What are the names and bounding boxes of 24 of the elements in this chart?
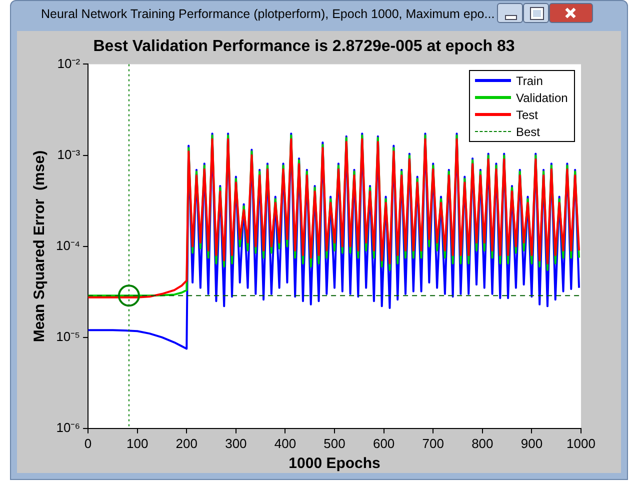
legend-label: Train: [516, 74, 543, 88]
y-tick-label: 10⁻⁴: [56, 238, 80, 253]
x-tick-label: 500: [324, 436, 346, 451]
legend-label: Test: [516, 108, 538, 122]
y-tick-label: 10⁻⁵: [56, 328, 80, 344]
y-tick-label: 10⁻³: [57, 146, 81, 162]
y-tick-label: 10⁻⁶: [56, 420, 80, 435]
legend-label: Validation: [516, 90, 568, 105]
x-tick-label: 300: [225, 436, 247, 451]
x-tick-label: 200: [176, 436, 198, 451]
x-axis-title: 1000 Epochs: [288, 455, 380, 472]
x-tick-label: 600: [372, 436, 395, 451]
y-axis-title: Mean Squared Error (mse): [31, 150, 48, 342]
x-tick-label: 800: [472, 436, 494, 451]
x-tick-label: 700: [422, 436, 444, 451]
text: Neural Network Training Performance (plotperform), Epoch 1000, Maximum epo...: [41, 7, 495, 21]
x-tick-label: 1000: [566, 436, 596, 451]
x-tick-label: 0: [84, 436, 92, 451]
y-tick-label: 10⁻²: [57, 56, 81, 71]
x-tick-label: 100: [126, 436, 148, 451]
x-tick-label: 400: [274, 436, 296, 451]
chart-title: Best Validation Performance is 2.8729e-005 at epoch 83: [93, 38, 515, 56]
x-tick-label: 900: [520, 436, 543, 451]
legend-label: Best: [516, 124, 540, 139]
